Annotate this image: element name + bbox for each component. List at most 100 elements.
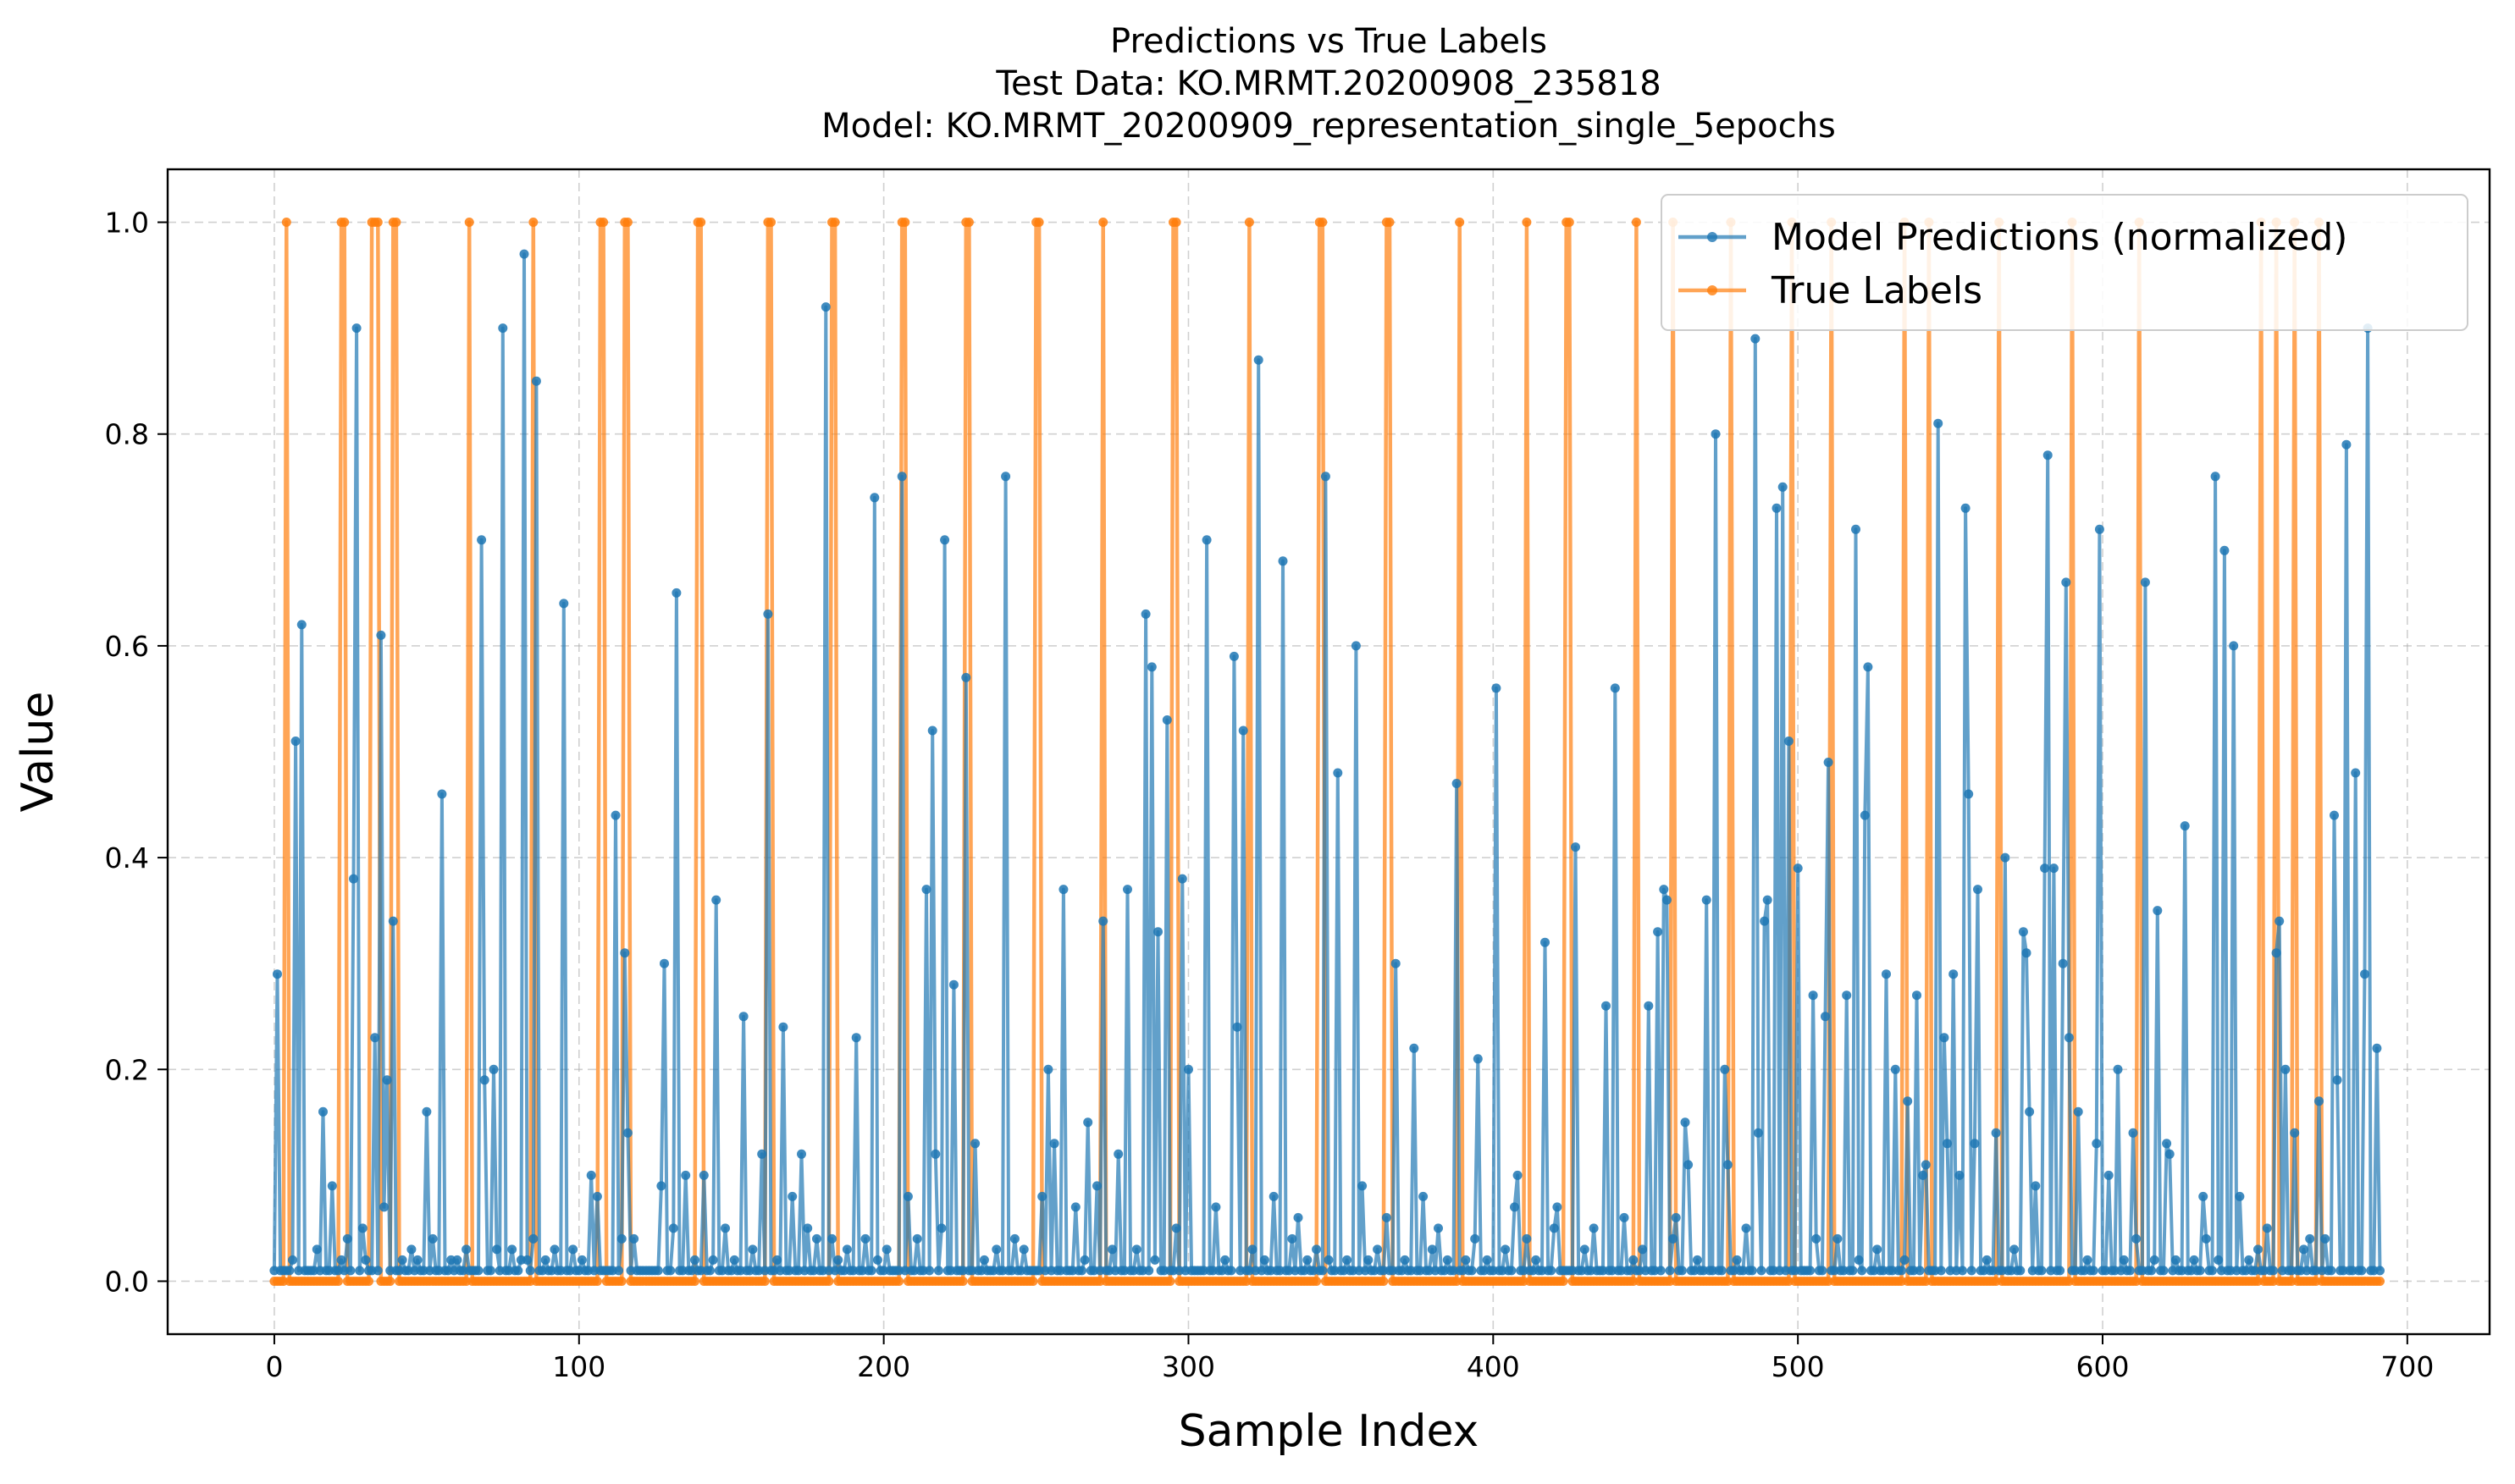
prediction-point bbox=[1512, 1170, 1523, 1180]
prediction-point bbox=[2214, 1255, 2224, 1265]
prediction-point bbox=[2128, 1128, 2138, 1138]
prediction-point bbox=[2048, 863, 2059, 874]
x-tick-label: 500 bbox=[1772, 1350, 1825, 1383]
prediction-point bbox=[473, 1266, 484, 1276]
prediction-point bbox=[2140, 577, 2150, 588]
prediction-point bbox=[1943, 1139, 1952, 1149]
prediction-point bbox=[668, 1223, 678, 1233]
prediction-point bbox=[622, 1128, 633, 1138]
prediction-point bbox=[2153, 906, 2163, 916]
true-label-point bbox=[599, 218, 609, 227]
prediction-point bbox=[748, 1244, 758, 1255]
prediction-point bbox=[757, 1149, 767, 1159]
prediction-point bbox=[699, 1170, 709, 1180]
prediction-point bbox=[2262, 1223, 2272, 1233]
prediction-point bbox=[2009, 1244, 2020, 1255]
prediction-point bbox=[1872, 1244, 1882, 1255]
prediction-point bbox=[2314, 1096, 2324, 1106]
prediction-point bbox=[1009, 1233, 1020, 1244]
y-tick-label: 1.0 bbox=[105, 207, 149, 240]
prediction-point bbox=[1427, 1244, 1437, 1255]
prediction-point bbox=[513, 1266, 523, 1276]
prediction-point bbox=[290, 736, 301, 746]
prediction-point bbox=[1108, 1244, 1117, 1255]
prediction-point bbox=[1461, 1255, 1471, 1265]
true-label-point bbox=[622, 218, 633, 227]
prediction-point bbox=[1817, 1266, 1827, 1276]
prediction-point bbox=[1851, 524, 1860, 534]
legend-marker-labels bbox=[1707, 285, 1717, 295]
prediction-point bbox=[2280, 1064, 2291, 1074]
prediction-point bbox=[288, 1255, 297, 1265]
prediction-point bbox=[2103, 1170, 2114, 1180]
prediction-point bbox=[1982, 1255, 1992, 1265]
prediction-point bbox=[2164, 1149, 2175, 1159]
y-tick-label: 0.2 bbox=[105, 1053, 149, 1086]
prediction-point bbox=[1832, 1233, 1843, 1244]
prediction-point bbox=[933, 1266, 943, 1276]
prediction-point bbox=[312, 1244, 322, 1255]
prediction-point bbox=[519, 249, 529, 259]
true-label-point bbox=[1098, 218, 1108, 227]
prediction-point bbox=[2025, 1106, 2035, 1117]
prediction-point bbox=[2131, 1233, 2142, 1244]
prediction-point bbox=[705, 1266, 715, 1276]
prediction-point bbox=[485, 1266, 495, 1276]
prediction-point bbox=[1473, 1054, 1483, 1064]
y-tick-label: 0.0 bbox=[105, 1265, 149, 1298]
prediction-point bbox=[1506, 1266, 1517, 1276]
prediction-point bbox=[2055, 1266, 2065, 1276]
predictions-line bbox=[272, 252, 2382, 1272]
prediction-point bbox=[1302, 1255, 1313, 1265]
prediction-point bbox=[1077, 1266, 1086, 1276]
prediction-point bbox=[285, 1266, 295, 1276]
prediction-point bbox=[690, 1255, 699, 1265]
prediction-point bbox=[763, 609, 773, 619]
prediction-point bbox=[1823, 758, 1833, 767]
prediction-point bbox=[870, 493, 880, 503]
prediction-point bbox=[345, 1266, 356, 1276]
prediction-point bbox=[357, 1223, 368, 1233]
prediction-point bbox=[1342, 1255, 1352, 1265]
prediction-point bbox=[2253, 1244, 2263, 1255]
prediction-point bbox=[1939, 1033, 1949, 1043]
prediction-point bbox=[821, 302, 831, 312]
prediction-point bbox=[1320, 472, 1330, 482]
prediction-point bbox=[2330, 810, 2339, 820]
prediction-point bbox=[318, 1106, 328, 1117]
prediction-point bbox=[1653, 927, 1663, 937]
prediction-point bbox=[1253, 355, 1263, 365]
prediction-point bbox=[1692, 1255, 1702, 1265]
prediction-point bbox=[2360, 969, 2369, 979]
x-tick-label: 200 bbox=[857, 1350, 910, 1383]
prediction-point bbox=[2147, 1266, 2157, 1276]
prediction-point bbox=[708, 1255, 718, 1265]
prediction-point bbox=[1756, 1266, 1766, 1276]
prediction-point bbox=[586, 1170, 596, 1180]
true-label-point bbox=[964, 218, 974, 227]
prediction-point bbox=[1579, 1244, 1589, 1255]
prediction-point bbox=[342, 1233, 352, 1244]
prediction-point bbox=[653, 1266, 663, 1276]
prediction-point bbox=[629, 1233, 639, 1244]
prediction-point bbox=[2042, 450, 2053, 461]
prediction-point bbox=[525, 1266, 535, 1276]
prediction-point bbox=[2113, 1064, 2123, 1074]
prediction-point bbox=[1610, 683, 1620, 693]
prediction-point bbox=[1966, 1266, 1976, 1276]
prediction-point bbox=[948, 979, 959, 990]
prediction-point bbox=[1409, 1043, 1419, 1053]
prediction-point bbox=[1070, 1202, 1081, 1212]
legend-entry-predictions: Model Predictions (normalized) bbox=[1772, 216, 2347, 259]
prediction-point bbox=[1668, 1233, 1678, 1244]
prediction-point bbox=[349, 874, 358, 884]
prediction-point bbox=[2162, 1139, 2172, 1149]
prediction-point bbox=[1373, 1244, 1383, 1255]
true-label-point bbox=[2375, 1277, 2385, 1286]
prediction-point bbox=[921, 885, 931, 895]
prediction-point bbox=[336, 1255, 346, 1265]
prediction-point bbox=[1171, 1223, 1181, 1233]
prediction-point bbox=[1716, 1266, 1727, 1276]
prediction-point bbox=[376, 630, 386, 640]
prediction-point bbox=[2021, 948, 2031, 958]
